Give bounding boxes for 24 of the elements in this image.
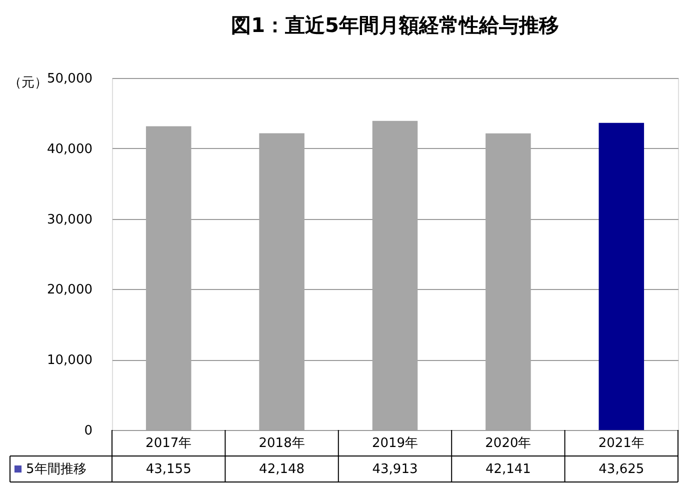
data-label: 43,913 [372, 462, 418, 477]
x-tick-label: 2018年 [258, 436, 305, 451]
x-tick-label: 2019年 [372, 436, 418, 451]
legend-label: 5年間推移 [26, 462, 86, 477]
y-tick-label: 50,000 [47, 72, 92, 86]
bar [146, 126, 192, 430]
bar [372, 120, 418, 430]
data-label: 42,148 [259, 462, 305, 477]
y-tick-label: 20,000 [47, 282, 92, 298]
y-tick-label: 10,000 [47, 353, 92, 368]
data-label: 42,141 [485, 462, 531, 477]
bar [486, 133, 531, 430]
x-tick-label: 2017年 [146, 436, 192, 451]
bar [259, 133, 304, 430]
x-tick-label: 2021年 [598, 436, 644, 451]
y-axis-title: （元） [8, 76, 48, 90]
data-label: 43,155 [146, 462, 192, 477]
data-label: 43,625 [598, 462, 644, 477]
y-tick-label: 40,000 [47, 142, 92, 157]
bar [598, 122, 644, 430]
y-tick-label: 30,000 [47, 212, 92, 228]
chart-title: 図1：直近5年間月額経常性給与推移 [231, 13, 559, 37]
x-tick-label: 2020年 [485, 436, 532, 451]
y-tick-label: 0 [84, 424, 92, 438]
